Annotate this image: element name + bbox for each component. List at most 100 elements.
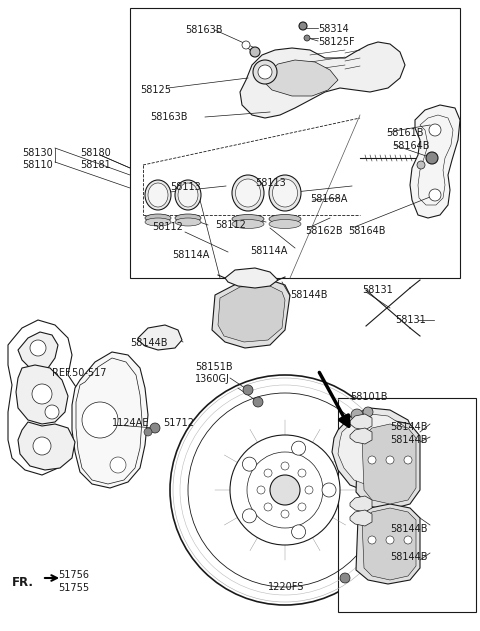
Ellipse shape <box>232 220 264 228</box>
Circle shape <box>404 536 412 544</box>
Circle shape <box>33 437 51 455</box>
Circle shape <box>45 405 59 419</box>
Text: 58131: 58131 <box>362 285 393 295</box>
Ellipse shape <box>145 180 171 210</box>
Ellipse shape <box>273 179 298 207</box>
Text: 58144B: 58144B <box>290 290 327 300</box>
Ellipse shape <box>269 175 301 211</box>
Text: 58164B: 58164B <box>348 226 385 236</box>
Circle shape <box>298 503 306 511</box>
Text: 51712: 51712 <box>163 418 194 428</box>
Polygon shape <box>356 504 420 584</box>
Text: 58113: 58113 <box>255 178 286 188</box>
Ellipse shape <box>175 180 201 210</box>
Circle shape <box>30 340 46 356</box>
Circle shape <box>340 573 350 583</box>
Circle shape <box>426 152 438 164</box>
Text: 1220FS: 1220FS <box>268 582 304 592</box>
Circle shape <box>363 407 373 417</box>
Circle shape <box>144 428 152 436</box>
Circle shape <box>264 503 272 511</box>
Circle shape <box>368 456 376 464</box>
Text: 58144B: 58144B <box>390 435 428 445</box>
Polygon shape <box>338 414 410 486</box>
Text: 58114A: 58114A <box>250 246 288 256</box>
Text: 51756: 51756 <box>58 570 89 580</box>
Circle shape <box>242 41 250 49</box>
Text: 58110: 58110 <box>22 160 53 170</box>
Circle shape <box>264 469 272 477</box>
Text: 58125: 58125 <box>140 85 171 95</box>
Circle shape <box>32 384 52 404</box>
Text: 51755: 51755 <box>58 583 89 593</box>
Circle shape <box>322 483 336 497</box>
Bar <box>338 398 476 612</box>
Polygon shape <box>350 414 372 430</box>
Circle shape <box>253 60 277 84</box>
Circle shape <box>242 457 256 471</box>
Circle shape <box>281 462 289 470</box>
Circle shape <box>230 435 340 545</box>
Text: 58180: 58180 <box>80 148 111 158</box>
Circle shape <box>250 47 260 57</box>
Text: 58144B: 58144B <box>130 338 168 348</box>
Ellipse shape <box>269 215 301 223</box>
Polygon shape <box>212 280 290 348</box>
Text: FR.: FR. <box>12 575 34 589</box>
Circle shape <box>281 510 289 518</box>
Polygon shape <box>225 268 278 288</box>
Circle shape <box>304 35 310 41</box>
Bar <box>130 8 460 278</box>
Text: 58125F: 58125F <box>318 37 355 47</box>
Ellipse shape <box>175 218 201 226</box>
Polygon shape <box>218 285 285 342</box>
Ellipse shape <box>269 220 301 228</box>
Circle shape <box>429 189 441 201</box>
Text: 58163B: 58163B <box>150 112 188 122</box>
Polygon shape <box>18 422 75 470</box>
Polygon shape <box>18 332 58 372</box>
Text: 58314: 58314 <box>318 24 349 34</box>
Polygon shape <box>356 420 420 510</box>
Text: 58168A: 58168A <box>310 194 348 204</box>
Text: 1360GJ: 1360GJ <box>195 374 230 384</box>
Circle shape <box>243 385 253 395</box>
Polygon shape <box>264 60 338 96</box>
Circle shape <box>386 456 394 464</box>
Circle shape <box>270 475 300 505</box>
Circle shape <box>242 509 256 523</box>
Circle shape <box>386 536 394 544</box>
Text: 58101B: 58101B <box>350 392 387 402</box>
Text: 58151B: 58151B <box>195 362 233 372</box>
Ellipse shape <box>145 218 171 226</box>
Polygon shape <box>410 105 460 218</box>
Polygon shape <box>350 428 372 444</box>
Text: 58181: 58181 <box>80 160 111 170</box>
Circle shape <box>368 536 376 544</box>
Circle shape <box>305 486 313 494</box>
Ellipse shape <box>148 183 168 207</box>
Ellipse shape <box>178 183 198 207</box>
Polygon shape <box>350 510 372 526</box>
Ellipse shape <box>232 175 264 211</box>
Circle shape <box>253 397 263 407</box>
Ellipse shape <box>145 214 171 222</box>
Text: 58112: 58112 <box>215 220 246 230</box>
Text: 1124AE: 1124AE <box>112 418 149 428</box>
Ellipse shape <box>236 179 261 207</box>
Circle shape <box>150 423 160 433</box>
Text: 58144B: 58144B <box>390 552 428 562</box>
Text: 58163B: 58163B <box>185 25 223 35</box>
Text: 58162B: 58162B <box>305 226 343 236</box>
Circle shape <box>110 457 126 473</box>
Text: 58131: 58131 <box>395 315 426 325</box>
Polygon shape <box>16 365 68 424</box>
Text: REF.50-517: REF.50-517 <box>52 368 107 378</box>
Text: 58144B: 58144B <box>390 422 428 432</box>
Circle shape <box>299 22 307 30</box>
Polygon shape <box>362 508 416 580</box>
Polygon shape <box>240 42 405 118</box>
Polygon shape <box>362 424 416 504</box>
Polygon shape <box>72 352 148 488</box>
Circle shape <box>291 441 306 455</box>
